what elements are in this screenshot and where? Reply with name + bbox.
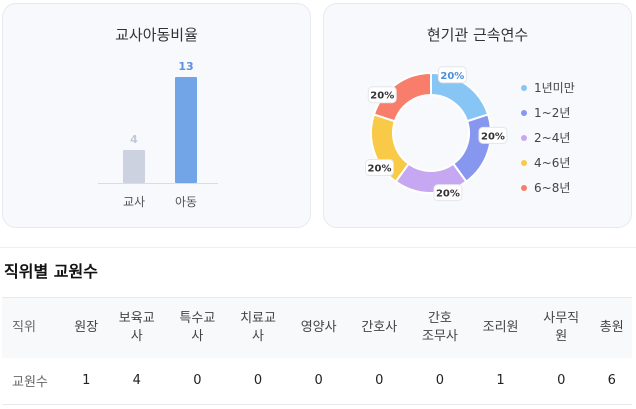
row-label-staff-count: 교원수 — [2, 357, 66, 405]
section-divider — [0, 247, 636, 248]
tenure-legend: 1년미만 1~2년 2~4년 4~6년 6~8년 — [521, 75, 575, 200]
legend-item: 1년미만 — [521, 75, 575, 100]
column-header: 특수교 사 — [167, 297, 228, 358]
column-header: 간호 조무사 — [409, 297, 471, 358]
staff-by-position-table: 직위 원장 보육교 사 특수교 사 치료교 사 영양사 간호사 간호 조무사 조리원 사무직 원 총원 교원… — [2, 297, 632, 405]
slice-label: 20% — [367, 86, 397, 104]
legend-item: 1~2년 — [521, 100, 575, 125]
column-header: 치료교 사 — [227, 297, 289, 358]
column-header-position: 직위 — [2, 297, 66, 358]
bar-value-label: 13 — [178, 60, 194, 73]
legend-item: 4~6년 — [521, 150, 575, 175]
teacher-child-ratio-card: 교사아동비율 4 교사 13 아동 — [2, 3, 311, 228]
column-header: 사무직 원 — [530, 297, 592, 358]
legend-dot-icon — [521, 134, 527, 141]
tenure-donut-chart: 20% 20% 20% 20% 20% — [365, 66, 508, 202]
slice-label-text: 20% — [440, 71, 464, 82]
column-header: 간호사 — [348, 297, 410, 358]
slice-label-text: 20% — [368, 164, 392, 175]
bar-teacher — [123, 150, 145, 183]
table-cell: 0 — [530, 357, 592, 405]
bar-category-label: 교사 — [122, 195, 146, 209]
column-header: 원장 — [66, 297, 107, 358]
table-header-row: 직위 원장 보육교 사 특수교 사 치료교 사 영양사 간호사 간호 조무사 조리원 사무직 원 총원 — [2, 297, 632, 358]
legend-label: 4~6년 — [534, 156, 571, 170]
slice-label-text: 20% — [370, 91, 394, 102]
legend-item: 6~8년 — [521, 175, 575, 200]
column-header: 영양사 — [288, 297, 349, 358]
teacher-child-ratio-chart: 4 교사 13 아동 — [3, 4, 310, 227]
column-header: 총원 — [591, 297, 632, 358]
legend-label: 6~8년 — [534, 181, 571, 195]
legend-label: 1년미만 — [534, 81, 575, 95]
teacher-child-ratio-title: 교사아동비율 — [115, 26, 198, 44]
table-cell: 0 — [227, 357, 289, 405]
legend-label: 2~4년 — [534, 131, 571, 145]
legend-dot-icon — [521, 109, 527, 116]
bar-value-label: 4 — [130, 133, 138, 147]
slice-label: 20% — [478, 126, 508, 144]
bar-category-label: 아동 — [174, 195, 198, 209]
bar-child — [175, 77, 197, 183]
slice-label: 20% — [365, 159, 395, 177]
table-cell: 0 — [167, 357, 228, 405]
legend-item: 2~4년 — [521, 125, 575, 150]
table-cell: 6 — [591, 357, 632, 405]
table-cell: 4 — [106, 357, 168, 405]
bar-axis-line — [98, 183, 218, 184]
table-cell: 1 — [470, 357, 531, 405]
table-cell: 0 — [348, 357, 410, 405]
slice-label-text: 20% — [481, 131, 505, 142]
legend-dot-icon — [521, 159, 527, 166]
staff-section-title: 직위별 교원수 — [4, 262, 98, 281]
legend-dot-icon — [521, 84, 527, 91]
legend-label: 1~2년 — [534, 106, 571, 120]
table-cell: 0 — [288, 357, 349, 405]
legend-dot-icon — [521, 184, 527, 191]
table-cell: 0 — [409, 357, 471, 405]
tenure-title: 현기관 근속연수 — [426, 26, 529, 44]
slice-label-text: 20% — [436, 189, 460, 200]
slice-label: 20% — [437, 66, 467, 84]
table-cell: 1 — [66, 357, 107, 405]
column-header: 조리원 — [470, 297, 531, 358]
slice-label: 20% — [433, 184, 463, 202]
column-header: 보육교 사 — [106, 297, 168, 358]
